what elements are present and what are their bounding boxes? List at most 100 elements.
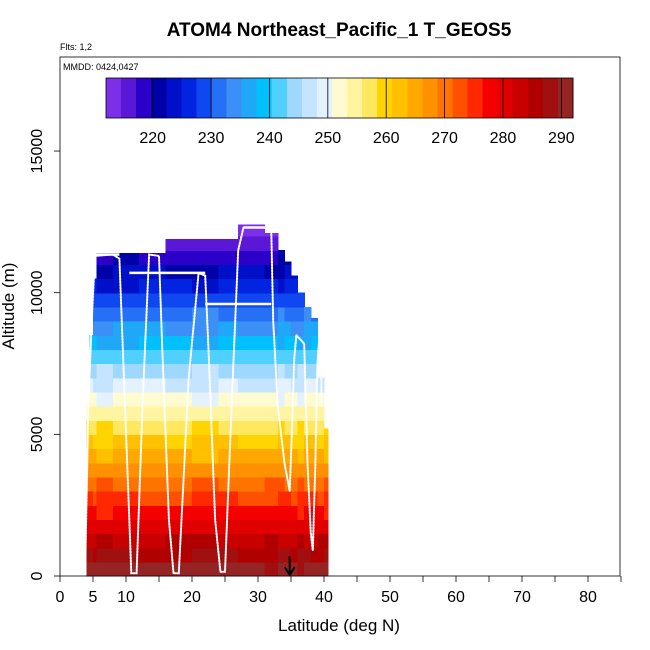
heatmap-cell xyxy=(89,505,94,520)
heatmap-cell xyxy=(218,321,239,336)
heatmap-cell xyxy=(238,505,266,520)
heatmap-cell xyxy=(96,462,114,478)
heatmap-cell xyxy=(218,349,239,365)
heatmap-cell xyxy=(86,547,91,563)
heatmap-cell xyxy=(277,561,285,577)
heatmap-cell xyxy=(165,533,193,549)
heatmap-cell xyxy=(277,491,285,506)
heatmap-cell xyxy=(291,335,299,350)
heatmap-cell xyxy=(93,278,97,294)
heatmap-cell xyxy=(277,448,285,464)
y-tick-label: 10000 xyxy=(29,270,46,315)
heatmap-cell xyxy=(310,420,318,435)
heatmap-cell xyxy=(310,335,318,350)
heatmap-cell xyxy=(297,292,305,308)
heatmap-cell xyxy=(238,278,266,294)
colorbar-cell xyxy=(497,78,514,118)
heatmap-cell xyxy=(192,363,219,379)
heatmap-cell xyxy=(277,391,285,407)
heatmap-cell xyxy=(297,519,305,535)
heatmap-cell xyxy=(218,561,239,577)
heatmap-cell xyxy=(112,391,140,407)
heatmap-cell xyxy=(192,321,219,336)
heatmap-cell xyxy=(192,420,219,435)
heatmap-cell xyxy=(277,505,285,520)
heatmap-cell xyxy=(277,476,285,492)
heatmap-cell xyxy=(93,561,97,577)
heatmap-cell xyxy=(317,462,325,478)
heatmap-cell xyxy=(304,406,312,421)
heatmap-cell xyxy=(112,476,140,492)
arrow-marker-head xyxy=(283,566,296,577)
heatmap-cell xyxy=(96,363,114,379)
heatmap-cell xyxy=(139,253,167,265)
heatmap-cell xyxy=(317,533,325,549)
heatmap-cell xyxy=(238,434,266,450)
colorbar-cell xyxy=(482,78,499,118)
heatmap-cell xyxy=(165,476,193,492)
y-tick-label: 0 xyxy=(29,571,46,580)
x-tick-label: 40 xyxy=(315,589,333,606)
heatmap-cell xyxy=(284,420,292,435)
heatmap-cell xyxy=(238,547,266,563)
heatmap-cell xyxy=(89,406,94,421)
chart-title: ATOM4 Northeast_Pacific_1 T_GEOS5 xyxy=(167,20,512,41)
heatmap-cell xyxy=(238,491,266,506)
heatmap-cell xyxy=(238,335,266,350)
heatmap-cell xyxy=(284,406,292,421)
heatmap-cell xyxy=(324,519,329,535)
colorbar-cell xyxy=(377,78,393,118)
heatmap-cell xyxy=(192,335,219,350)
heatmap-cell xyxy=(165,505,193,520)
colorbar-cell xyxy=(316,78,333,118)
heatmap-cell xyxy=(96,321,114,336)
heatmap-cell xyxy=(93,491,97,506)
heatmap-cell xyxy=(277,264,285,280)
x-tick-label: 60 xyxy=(447,589,465,606)
heatmap-cell xyxy=(291,491,299,506)
heatmap-cell xyxy=(93,519,97,535)
heatmap-cell xyxy=(89,434,94,450)
colorbar-cell xyxy=(151,78,167,118)
heatmap-cell xyxy=(317,420,325,435)
colorbar-cell xyxy=(256,78,273,118)
colorbar-cell xyxy=(286,78,303,118)
heatmap-cell xyxy=(93,448,97,464)
heatmap-cell xyxy=(324,434,329,450)
heatmap-cell xyxy=(324,505,329,520)
heatmap-cell xyxy=(291,377,299,393)
heatmap-cell xyxy=(310,363,318,379)
heatmap-cell xyxy=(238,306,266,322)
heatmap-cell xyxy=(96,349,114,365)
x-tick-label: 5 xyxy=(89,589,98,606)
heatmap-cell xyxy=(284,505,292,520)
colorbar-cell xyxy=(557,78,574,118)
heatmap-cell xyxy=(93,349,97,365)
heatmap-cell xyxy=(218,448,239,464)
heatmap-cell xyxy=(165,462,193,478)
heatmap-cell xyxy=(277,406,285,421)
heatmap-cell xyxy=(96,519,114,535)
heatmap-cell xyxy=(297,321,305,336)
heatmap-cell xyxy=(277,321,285,336)
heatmap-cell xyxy=(93,420,97,435)
x-tick-label: 0 xyxy=(56,589,65,606)
heatmap-cell xyxy=(304,561,312,577)
heatmap-cell xyxy=(112,349,140,365)
heatmap-cell xyxy=(284,434,292,450)
colorbar-cell xyxy=(407,78,423,118)
heatmap-cell xyxy=(218,238,239,251)
heatmap-cell xyxy=(165,278,193,294)
colorbar-cell xyxy=(166,78,182,118)
heatmap-cell xyxy=(264,321,279,336)
heatmap-cell xyxy=(192,391,219,407)
heatmap-cell xyxy=(238,476,266,492)
heatmap-cell xyxy=(218,278,239,294)
x-axis: 0 5 10 20 30 40 50 60 70 80 xyxy=(56,576,622,606)
heatmap-cell xyxy=(238,236,266,251)
heatmap-cell xyxy=(284,321,292,336)
heatmap-cell xyxy=(192,491,219,506)
heatmap-cell xyxy=(277,292,285,308)
heatmap-cell xyxy=(297,547,305,563)
heatmap-cell xyxy=(89,377,94,393)
